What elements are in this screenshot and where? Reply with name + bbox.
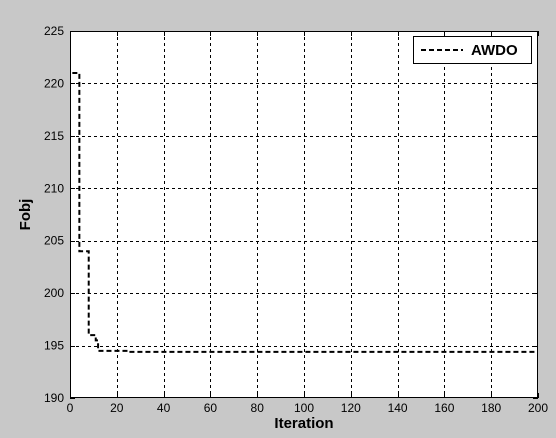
y-tick-label: 190 <box>44 391 64 405</box>
legend: AWDO <box>413 36 532 64</box>
y-tick-label: 220 <box>44 76 64 90</box>
axis-ticks: 0 20 40 60 80 100 120 140 160 180 200 190 195 200 205 2… <box>44 24 548 415</box>
x-tick-label: 200 <box>528 401 548 415</box>
y-axis-label: Fobj <box>17 199 34 231</box>
x-tick-label: 160 <box>434 401 454 415</box>
y-tick-label: 210 <box>44 181 64 195</box>
x-tick-label: 20 <box>110 401 124 415</box>
series-layer <box>72 71 538 353</box>
x-tick-label: 120 <box>341 401 361 415</box>
y-tick-label: 205 <box>44 234 64 248</box>
plot-frame <box>70 31 538 398</box>
x-tick-label: 100 <box>294 401 314 415</box>
series-line-awdo <box>72 71 538 353</box>
x-tick-label: 80 <box>251 401 265 415</box>
y-tick-label: 195 <box>44 339 64 353</box>
x-tick-label: 140 <box>388 401 408 415</box>
x-tick-label: 60 <box>204 401 218 415</box>
y-tick-label: 225 <box>44 24 64 38</box>
x-tick-label: 0 <box>67 401 74 415</box>
x-tick-label: 180 <box>481 401 501 415</box>
grid <box>70 31 538 398</box>
x-axis-label: Iteration <box>274 415 333 432</box>
legend-label-awdo: AWDO <box>471 42 518 59</box>
y-tick-label: 200 <box>44 286 64 300</box>
y-tick-label: 215 <box>44 129 64 143</box>
x-tick-label: 40 <box>157 401 171 415</box>
